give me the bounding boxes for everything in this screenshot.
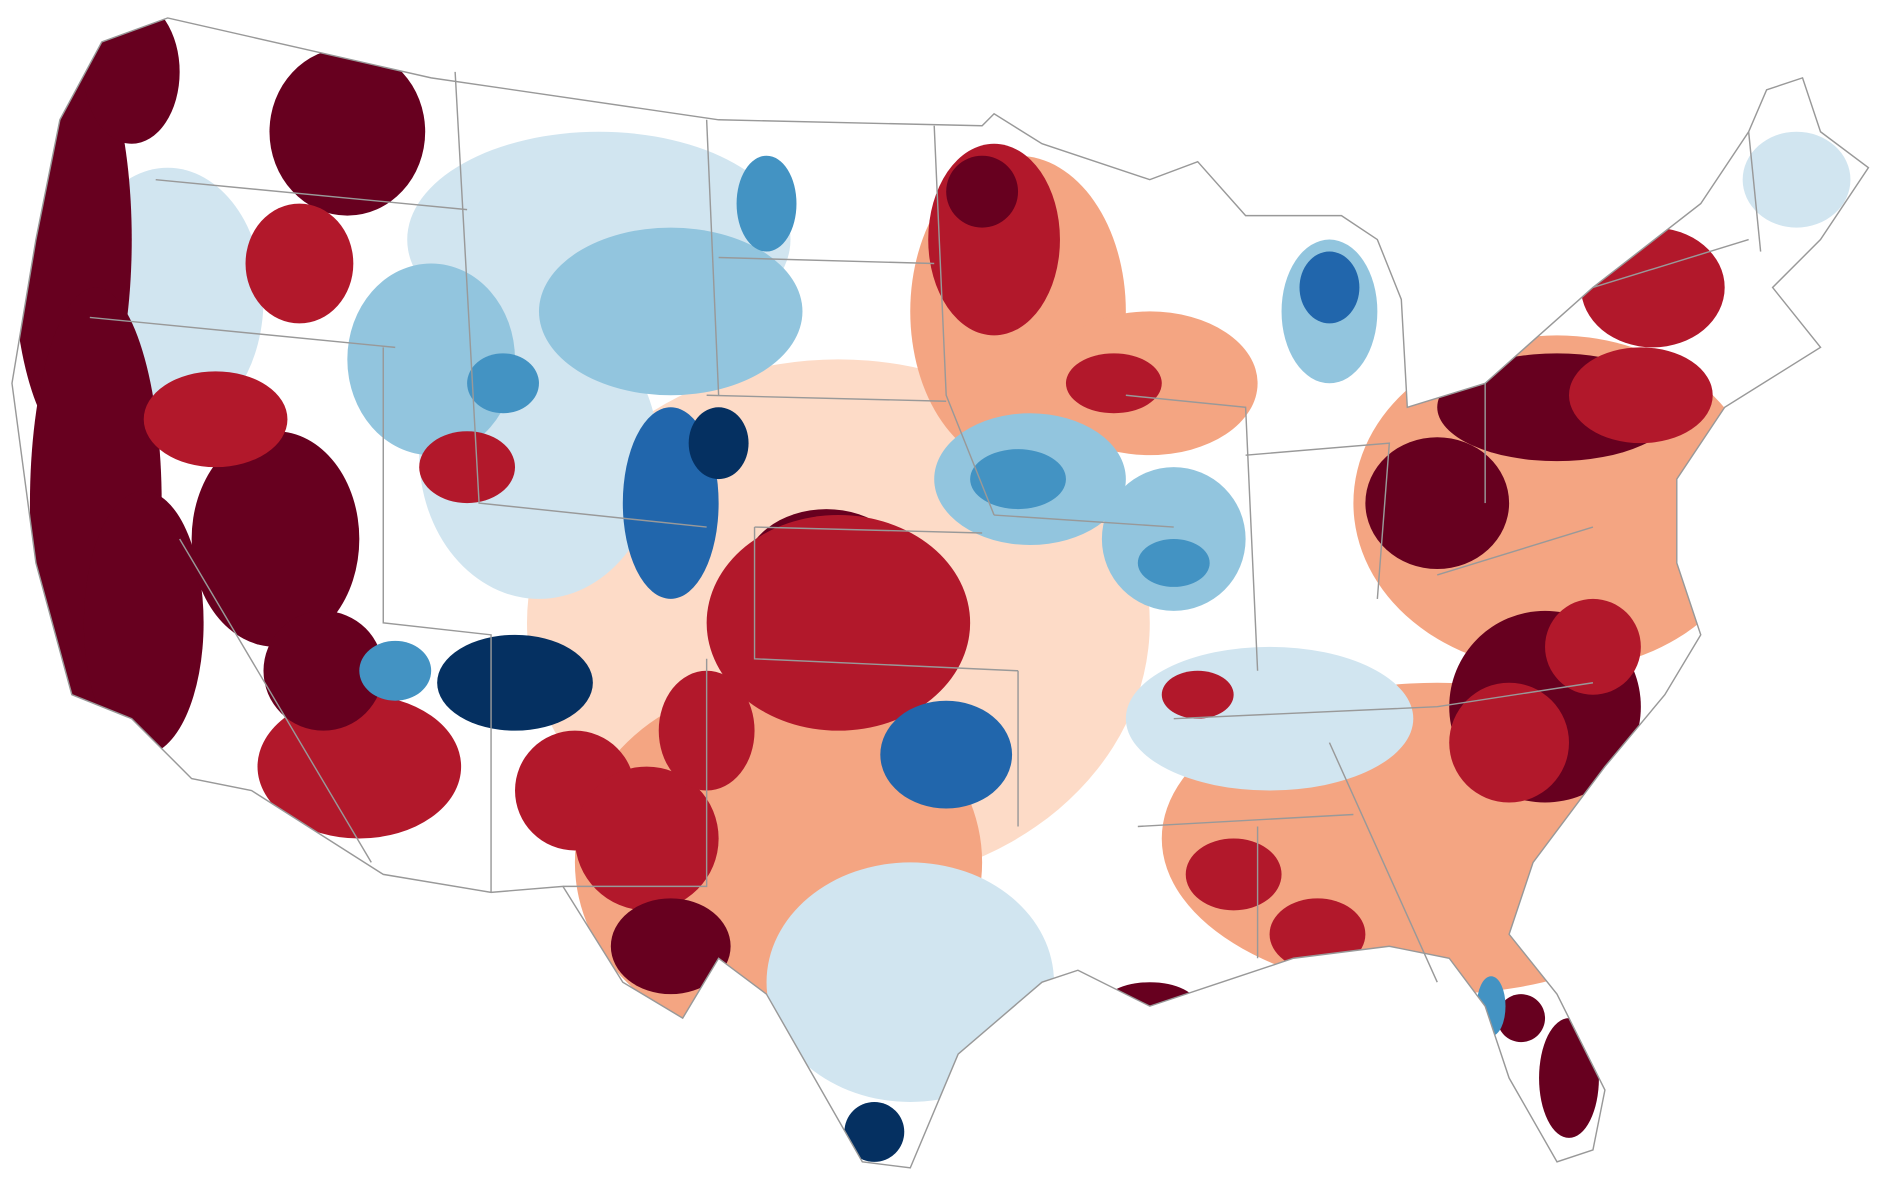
state-border	[1747, 131, 1762, 252]
anomaly-region	[970, 449, 1066, 510]
anomaly-region	[538, 227, 803, 396]
anomaly-region	[245, 203, 354, 324]
state-border	[1173, 682, 1594, 720]
anomaly-region	[1545, 598, 1641, 695]
anomaly-region	[1449, 682, 1569, 803]
state-border	[754, 526, 983, 534]
state-border	[1592, 238, 1749, 289]
anomaly-region	[269, 47, 426, 216]
anomaly-region	[1497, 994, 1546, 1043]
anomaly-region	[1476, 976, 1506, 1037]
state-border	[718, 256, 935, 265]
anomaly-region	[1365, 437, 1510, 569]
anomaly-region	[1742, 131, 1851, 228]
anomaly-region	[946, 155, 1019, 228]
state-border	[933, 125, 995, 516]
anomaly-region	[1269, 898, 1366, 971]
anomaly-region	[1161, 670, 1234, 719]
anomaly-region	[1580, 227, 1725, 348]
anomaly-region	[83, 491, 204, 755]
anomaly-region	[844, 1101, 905, 1162]
anomaly-region	[1568, 347, 1713, 444]
state-border	[382, 347, 492, 893]
anomaly-region	[1125, 646, 1414, 791]
anomaly-region	[1065, 353, 1162, 414]
anomaly-region	[257, 694, 462, 839]
state-border	[562, 658, 708, 888]
state-border	[706, 394, 947, 402]
state-border	[454, 71, 707, 528]
anomaly-region	[191, 431, 360, 647]
anomaly-region	[736, 155, 797, 252]
state-border	[1245, 442, 1391, 599]
anomaly-region	[143, 371, 288, 468]
anomaly-region	[437, 634, 593, 731]
anomaly-region	[574, 766, 719, 911]
anomaly-region	[688, 407, 749, 480]
state-border	[994, 514, 1174, 528]
state-border	[89, 316, 396, 349]
state-border	[1137, 813, 1354, 828]
anomaly-region	[1299, 251, 1360, 324]
anomaly-region	[1137, 539, 1210, 587]
state-border	[705, 119, 720, 396]
anomaly-region	[419, 431, 516, 504]
anomaly-region	[610, 898, 731, 995]
anomaly-region	[83, 17, 180, 144]
state-border	[179, 538, 372, 863]
anomaly-region	[880, 700, 1013, 809]
state-border	[753, 527, 1019, 672]
state-border	[1437, 526, 1594, 576]
anomaly-layer	[11, 17, 1851, 1162]
anomaly-region	[766, 862, 1054, 1102]
anomaly-region	[359, 640, 432, 701]
state-border	[1125, 394, 1259, 671]
state-border	[1328, 742, 1438, 983]
state-border	[155, 178, 468, 211]
anomaly-region	[263, 610, 384, 731]
anomaly-region	[1185, 838, 1282, 911]
anomaly-region	[467, 353, 539, 414]
anomaly-region	[1539, 1018, 1599, 1138]
anomaly-region	[706, 515, 971, 731]
state-borders	[11, 17, 1870, 1169]
